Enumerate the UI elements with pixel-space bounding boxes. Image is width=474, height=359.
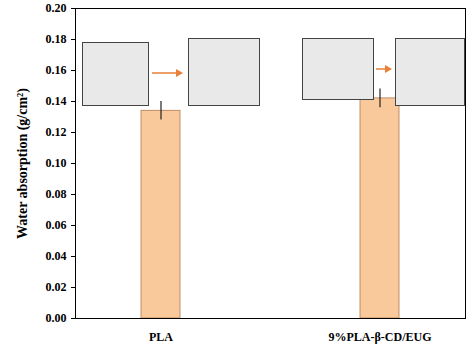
svg-text:0.20: 0.20 bbox=[46, 1, 67, 15]
svg-text:0.14: 0.14 bbox=[46, 94, 67, 108]
svg-text:PLA: PLA bbox=[149, 330, 173, 344]
svg-text:0.10: 0.10 bbox=[46, 156, 67, 170]
svg-text:0.02: 0.02 bbox=[46, 280, 67, 294]
svg-text:0.16: 0.16 bbox=[46, 63, 67, 77]
svg-text:0.06: 0.06 bbox=[46, 218, 67, 232]
svg-text:0.04: 0.04 bbox=[46, 249, 67, 263]
svg-text:0.08: 0.08 bbox=[46, 187, 67, 201]
svg-text:0.18: 0.18 bbox=[46, 32, 67, 46]
svg-text:0.00: 0.00 bbox=[46, 311, 67, 325]
svg-text:9%PLA-β-CD/EUG: 9%PLA-β-CD/EUG bbox=[329, 330, 432, 344]
svg-text:Water absorption (g/cm²): Water absorption (g/cm²) bbox=[15, 88, 31, 239]
svg-text:0.12: 0.12 bbox=[46, 125, 67, 139]
